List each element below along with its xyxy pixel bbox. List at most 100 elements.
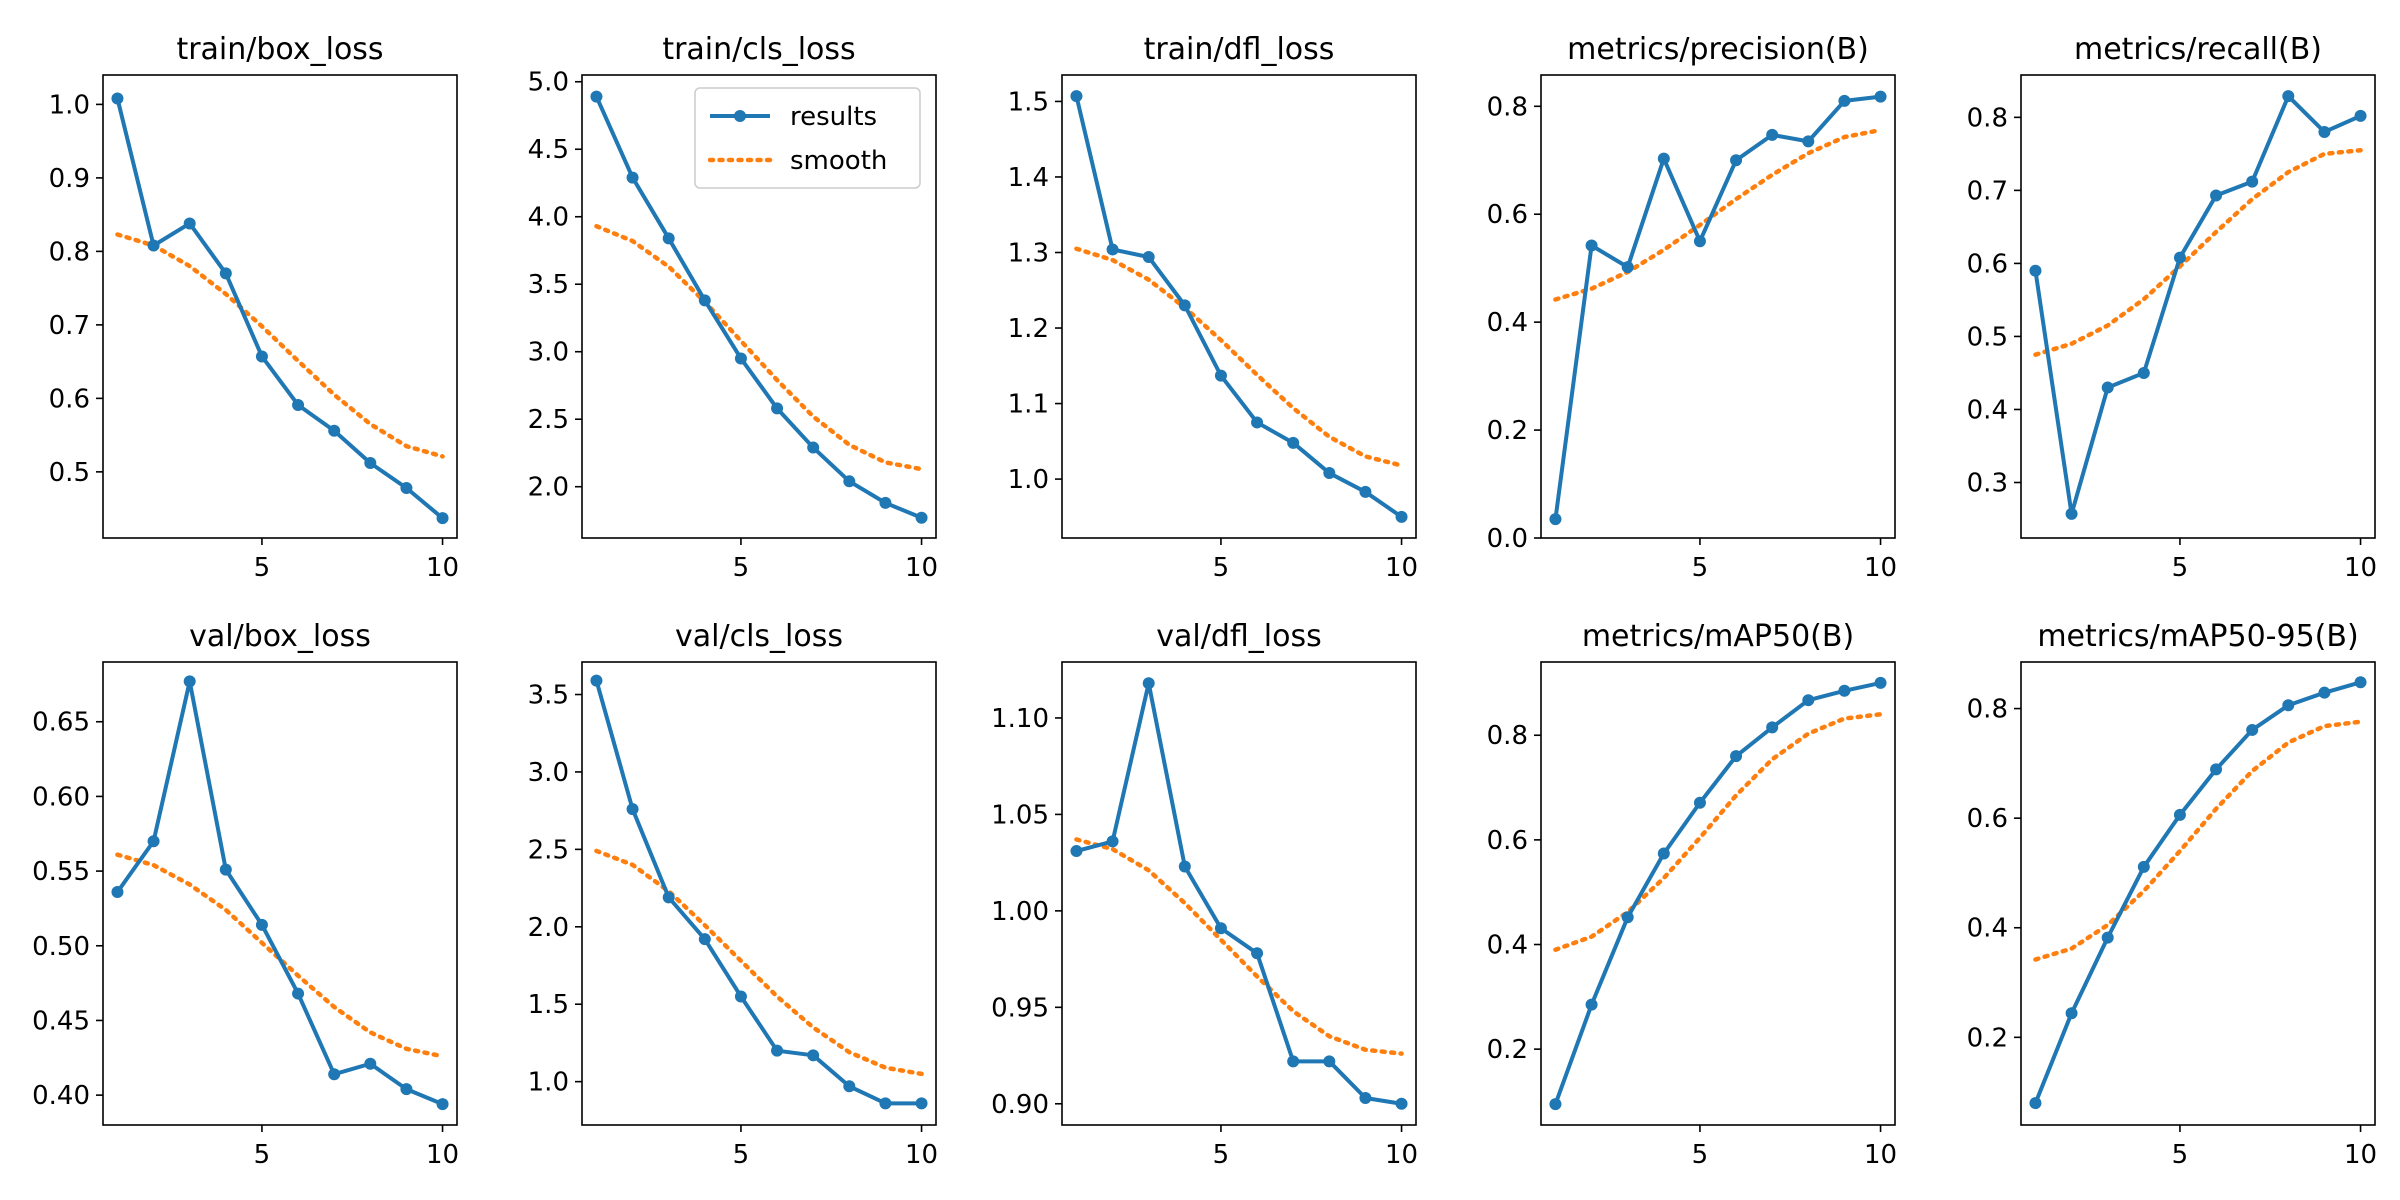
y-tick-label: 2.0 [528,913,569,943]
results-point [590,674,603,687]
results-point [1657,847,1670,860]
x-tick-label: 10 [1385,1140,1418,1170]
results-point [2137,366,2150,379]
results-line [594,680,922,1106]
results-point [1693,796,1706,809]
results-point [1178,860,1191,873]
y-tick-label: 0.95 [991,993,1049,1023]
results-point [698,294,711,307]
x-tick-label: 10 [426,553,459,583]
results-point [2318,125,2331,138]
results-point [1693,235,1706,248]
smooth-line [115,232,445,459]
x-tick-label: 5 [733,1140,750,1170]
y-tick-label: 0.60 [32,782,90,812]
subplot-title: val/box_loss [189,619,371,654]
results-point [1838,94,1851,107]
smooth-line [2033,719,2363,962]
results-point [2173,251,2186,264]
results-point [1106,835,1119,848]
results-point [1730,750,1743,763]
smooth-line [2033,147,2363,357]
results-point [1621,911,1634,924]
results-point [147,239,160,252]
subplot: metrics/mAP50(B) 5 10 0.2 0.4 0.6 0.8 [1487,619,1897,1170]
subplot-title: train/cls_loss [662,32,855,67]
y-tick-label: 3.5 [528,681,569,711]
y-tick-label: 4.5 [528,135,569,165]
results-point [400,1083,413,1096]
results-point [1838,684,1851,697]
y-tick-label: 3.0 [528,338,569,368]
results-point [111,92,124,105]
results-point [1214,922,1227,935]
y-tick-label: 1.5 [528,990,569,1020]
results-point [1251,416,1264,429]
results-point [1585,239,1598,252]
y-tick-label: 1.3 [1008,238,1049,268]
results-point [1549,513,1562,526]
results-line [1075,681,1402,1106]
legend: results smooth [694,87,921,189]
axes-frame [102,74,458,539]
results-point [255,350,268,363]
x-tick-label: 10 [2344,553,2377,583]
y-tick-label: 0.4 [1487,931,1528,961]
axes-frame [1061,74,1417,539]
results-point [879,496,892,509]
results-point [2137,860,2150,873]
results-point [436,1098,449,1111]
y-tick-label: 4.0 [528,203,569,233]
results-point [2318,686,2331,699]
y-tick-label: 0.2 [1967,1023,2008,1053]
results-point [915,511,928,524]
results-point [1621,261,1634,274]
axes-frame [581,661,937,1126]
smooth-line [594,848,924,1077]
results-point [771,1044,784,1057]
axes-frame [581,74,937,539]
subplot-title: metrics/mAP50(B) [1582,619,1854,654]
x-tick-label: 10 [1385,553,1418,583]
axes-frame [2020,74,2376,539]
results-point [219,863,232,876]
results-point [328,424,341,437]
subplot: val/box_loss 5 10 0.40 0.45 0.50 0.55 0.60 0.65 [32,619,459,1170]
y-tick-label: 0.4 [1487,308,1528,338]
y-tick-label: 0.6 [1487,826,1528,856]
results-point [1178,299,1191,312]
y-tick-label: 1.00 [991,897,1049,927]
results-point [364,457,377,470]
results-point [2246,175,2259,188]
results-point [2029,264,2042,277]
legend-label-smooth: smooth [790,146,887,176]
subplot-title: val/cls_loss [675,619,843,654]
legend-label-results: results [790,102,877,132]
results-point [1395,1097,1408,1110]
subplot-title: metrics/mAP50-95(B) [2037,619,2358,654]
x-tick-label: 5 [254,553,271,583]
results-point [2029,1097,2042,1110]
y-tick-label: 0.50 [32,932,90,962]
y-tick-label: 0.5 [1967,322,2008,352]
results-point [1323,467,1336,480]
axes-frame [1061,661,1417,1126]
results-point [843,1080,856,1093]
results-point [807,441,820,454]
results-point [843,475,856,488]
axes-frame [2020,661,2376,1126]
results-point [1874,90,1887,103]
results-line [2033,680,2362,1104]
subplot: metrics/mAP50-95(B) 5 10 0.2 0.4 0.6 0.8 [1967,619,2377,1170]
y-tick-label: 0.5 [49,458,90,488]
results-point [1802,135,1815,148]
results-line [1553,94,1881,520]
x-tick-label: 5 [2172,1140,2189,1170]
y-tick-label: 0.4 [1967,395,2008,425]
y-tick-label: 0.40 [32,1081,90,1111]
results-point [2210,189,2223,202]
results-point [1730,154,1743,167]
x-tick-label: 5 [1692,553,1709,583]
y-tick-label: 0.0 [1487,524,1528,554]
